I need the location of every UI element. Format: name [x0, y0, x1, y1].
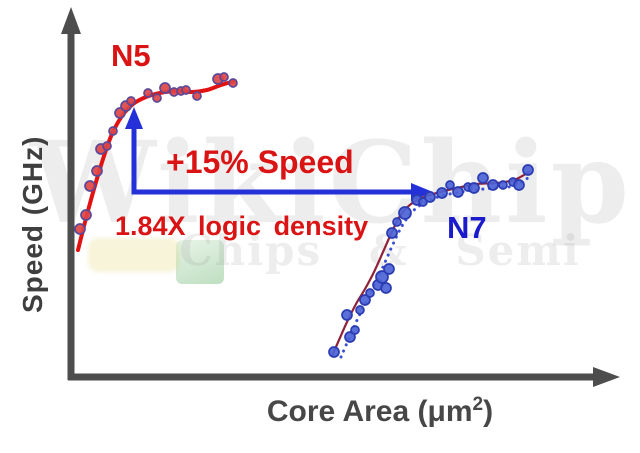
n5-data-point [181, 85, 191, 95]
x-axis-label-superscript: 2 [472, 394, 484, 415]
watermark-text-wikichip: WikiChip [30, 118, 632, 249]
n7-data-point [424, 191, 436, 203]
n5-data-point [102, 141, 112, 151]
n7-data-point [498, 180, 508, 190]
n7-data-point [398, 206, 412, 220]
n7-data-point [341, 309, 353, 321]
n7-data-point [375, 270, 389, 284]
annotation-speed-gain: +15% Speed [166, 144, 354, 180]
n7-data-point [380, 282, 392, 294]
n5-data-point [108, 126, 118, 136]
n5-data-point [152, 93, 162, 103]
n5-data-point [219, 72, 229, 82]
n7-data-point [392, 217, 402, 227]
n5-data-point [80, 209, 92, 221]
x-axis-label: Core Area (μm2) [230, 394, 530, 429]
n7-data-point [328, 346, 340, 358]
n5-data-point [192, 91, 202, 101]
n7-data-point [344, 331, 356, 343]
n5-data-point [228, 78, 238, 88]
n7-data-point [383, 263, 395, 275]
n5-data-point [143, 88, 153, 98]
n7-data-point [468, 182, 480, 194]
n5-data-point [74, 223, 86, 235]
series-label-n5: N5 [111, 38, 151, 73]
watermark-logo-green [176, 240, 224, 284]
n7-data-point [386, 227, 398, 239]
n7-data-point [436, 187, 448, 199]
n5-data-point [84, 180, 96, 192]
n7-data-point [522, 164, 534, 176]
n7-data-point [359, 294, 371, 306]
n7-data-point [513, 179, 525, 191]
n7-data-point [355, 305, 365, 315]
series-label-n7: N7 [447, 210, 487, 245]
watermark-text-chips-semi: Chips & Semi [179, 226, 581, 275]
x-axis-label-base: Core Area (μm [266, 395, 473, 428]
n5-data-point [91, 165, 103, 177]
elbow-arrow-shaft [131, 127, 414, 195]
n7-data-point [452, 186, 464, 198]
x-axis-arrowhead [593, 367, 620, 387]
n7-data-point [365, 288, 375, 298]
y-axis-arrowhead [61, 7, 81, 34]
n7-data-point [445, 180, 455, 190]
x-axis-label-close: ) [483, 395, 494, 428]
n7-dotted-trend-line [339, 176, 530, 359]
n7-data-point [350, 325, 360, 335]
n5-data-point [126, 96, 136, 106]
up-arrowhead [125, 107, 143, 129]
watermark-logo-yellow [88, 238, 180, 272]
n7-data-point [477, 172, 489, 184]
n7-data-point [487, 179, 499, 191]
y-axis-label: Speed (GHz) [17, 135, 48, 313]
annotation-density-gain: 1.84X logic density [115, 211, 369, 241]
n5-data-point [159, 82, 171, 94]
